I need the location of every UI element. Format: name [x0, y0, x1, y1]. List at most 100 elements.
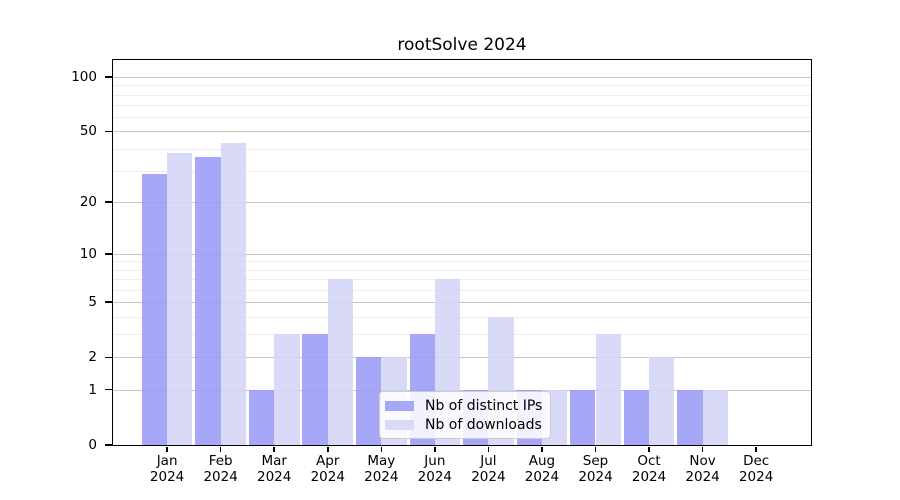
x-tick-month: Jan: [156, 453, 178, 469]
x-tick-month: Nov: [689, 453, 716, 469]
y-tick-mark-50: [105, 130, 112, 133]
bar-downloads-jan: [167, 152, 193, 445]
bar-downloads-feb: [220, 143, 246, 445]
x-tick-label-mar: Mar 2024: [229, 453, 319, 485]
gridline-major-2: [113, 357, 811, 359]
x-tick-year: 2024: [417, 469, 453, 485]
x-tick-label-jun: Jun 2024: [390, 453, 480, 485]
x-tick-label-jul: Jul 2024: [443, 453, 533, 485]
x-tick-year: 2024: [149, 469, 185, 485]
gridline-minor-6: [113, 289, 811, 291]
bar-distinct-ips-oct: [623, 389, 650, 445]
y-tick-mark-0: [105, 444, 112, 446]
gridline-minor-90: [113, 85, 811, 87]
gridline-minor-7: [113, 279, 811, 281]
x-tick-month: Oct: [637, 453, 661, 469]
x-tick-year: 2024: [738, 469, 774, 485]
y-tick-mark-5: [105, 301, 112, 303]
plot-border: [111, 58, 812, 446]
gridline-minor-8: [113, 269, 811, 271]
x-tick-month: Feb: [208, 453, 233, 469]
gridline-minor-3: [113, 334, 811, 336]
bar-downloads-mar: [274, 334, 300, 445]
x-tick-mark-jan: [166, 446, 168, 452]
legend-label-downloads: Nb of downloads: [425, 416, 542, 433]
legend: Nb of distinct IPs Nb of downloads: [379, 391, 552, 439]
x-tick-mark-nov: [701, 446, 704, 452]
x-tick-label-nov: Nov 2024: [658, 453, 748, 485]
x-tick-label-dec: Dec 2024: [711, 453, 801, 485]
x-tick-year: 2024: [471, 469, 506, 485]
legend-swatch-downloads: [385, 419, 414, 430]
y-tick-mark-20: [105, 201, 112, 203]
x-tick-label-feb: Feb 2024: [176, 453, 266, 485]
bar-distinct-ips-may: [355, 357, 382, 445]
y-tick-label-1: 1: [88, 381, 97, 398]
gridline-major-50: [113, 131, 811, 133]
chart-title: rootSolve 2024: [397, 35, 527, 55]
bar-downloads-nov: [702, 389, 728, 445]
x-tick-label-jan: Jan 2024: [122, 453, 212, 485]
bar-distinct-ips-apr: [302, 334, 328, 445]
y-tick-label-20: 20: [79, 194, 97, 211]
y-tick-label-2: 2: [88, 349, 97, 366]
y-tick-label-5: 5: [88, 294, 97, 311]
x-tick-mark-jul: [487, 446, 490, 452]
x-tick-label-sep: Sep 2024: [551, 453, 641, 485]
x-tick-mark-mar: [273, 446, 275, 452]
x-tick-month: Jun: [424, 453, 446, 469]
y-tick-label-0: 0: [88, 437, 97, 453]
x-tick-mark-feb: [219, 446, 222, 452]
legend-swatch-distinct-ips: [385, 400, 414, 411]
legend-entry-downloads: Nb of downloads: [385, 415, 542, 434]
x-tick-month: May: [367, 453, 396, 469]
plot-area: Nb of distinct IPs Nb of downloads: [113, 60, 811, 445]
x-tick-mark-sep: [594, 446, 597, 452]
y-tick-label-10: 10: [79, 245, 97, 262]
x-tick-label-may: May 2024: [336, 453, 426, 485]
y-tick-label-100: 100: [71, 68, 97, 85]
x-tick-label-aug: Aug 2024: [497, 453, 587, 485]
gridline-minor-9: [113, 261, 811, 263]
gridline-major-1: [113, 389, 811, 391]
x-tick-label-oct: Oct 2024: [604, 453, 694, 485]
bar-distinct-ips-nov: [677, 389, 703, 445]
bar-distinct-ips-sep: [570, 389, 596, 445]
gridline-minor-70: [113, 105, 811, 107]
x-tick-year: 2024: [524, 469, 560, 485]
x-tick-month: Sep: [582, 453, 609, 469]
bar-downloads-sep: [595, 334, 621, 445]
bar-distinct-ips-jan: [141, 173, 168, 445]
gridline-minor-60: [113, 117, 811, 119]
x-tick-mark-aug: [541, 446, 543, 452]
legend-entry-distinct-ips: Nb of distinct IPs: [385, 396, 542, 415]
x-tick-year: 2024: [631, 469, 667, 485]
gridline-minor-4: [113, 316, 811, 318]
x-tick-month: Jul: [480, 453, 497, 469]
x-tick-month: Apr: [316, 453, 340, 469]
x-tick-label-apr: Apr 2024: [283, 453, 373, 485]
x-tick-month: Dec: [743, 453, 770, 469]
bar-distinct-ips-feb: [195, 157, 221, 445]
y-tick-mark-10: [105, 253, 112, 255]
gridline-minor-80: [113, 94, 811, 96]
bar-downloads-oct: [649, 357, 675, 445]
y-tick-label-50: 50: [79, 123, 97, 140]
gridline-major-10: [113, 253, 811, 255]
x-tick-mark-oct: [648, 446, 650, 452]
bar-downloads-apr: [327, 279, 354, 445]
gridline-major-100: [113, 76, 811, 78]
x-tick-mark-jun: [434, 446, 436, 452]
x-tick-month: Mar: [261, 453, 287, 469]
x-tick-mark-dec: [755, 446, 757, 452]
x-tick-year: 2024: [578, 469, 613, 485]
y-tick-mark-2: [105, 356, 112, 359]
gridline-minor-40: [113, 148, 811, 150]
x-tick-year: 2024: [364, 469, 399, 485]
x-tick-mark-apr: [327, 446, 329, 452]
y-tick-mark-100: [105, 76, 112, 78]
x-tick-year: 2024: [257, 469, 292, 485]
x-tick-year: 2024: [685, 469, 720, 485]
x-tick-year: 2024: [203, 469, 238, 485]
legend-label-distinct-ips: Nb of distinct IPs: [425, 397, 543, 414]
